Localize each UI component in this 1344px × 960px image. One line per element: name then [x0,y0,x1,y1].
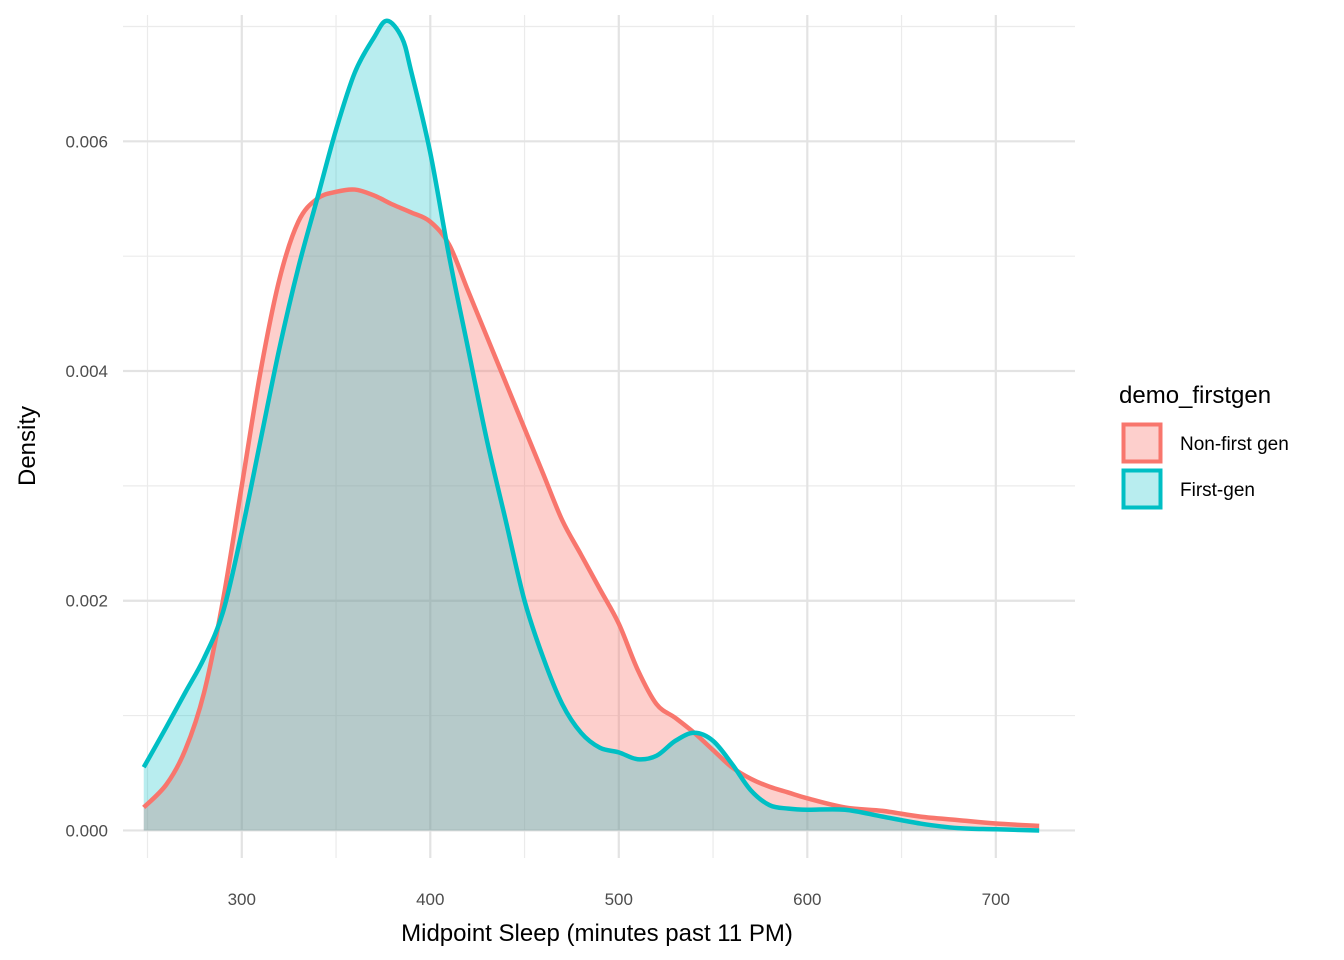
density-line-first-gen [141,18,1040,833]
density-line-non-first-gen [142,187,1040,829]
y-tick-label: 0.000 [65,821,108,840]
x-tick-label: 500 [605,890,633,909]
density-series [141,18,1040,833]
density-area-non-first-gen [143,189,1040,831]
legend-key-first-gen [1121,468,1163,510]
legend-title: demo_firstgen [1119,382,1271,409]
legend-label-non-first-gen: Non-first gen [1180,434,1289,455]
grid-minor-lines [123,15,1075,858]
legend-items: Non-first gen First-gen [1121,422,1289,510]
legend-key-bg [1122,423,1162,463]
y-tick-label: 0.004 [65,362,108,381]
legend-label-first-gen: First-gen [1180,480,1255,501]
y-axis-tick-labels: 0.000 0.002 0.004 0.006 [65,132,108,840]
x-tick-label: 300 [228,890,256,909]
legend-key-bg [1122,469,1162,509]
legend-key-non-first-gen [1121,422,1163,464]
y-axis-title: Density [14,406,41,486]
x-axis-tick-labels: 300 400 500 600 700 [228,890,1010,909]
y-tick-label: 0.002 [65,592,108,611]
x-axis-title: Midpoint Sleep (minutes past 11 PM) [401,920,793,947]
x-tick-label: 400 [416,890,444,909]
x-tick-label: 600 [793,890,821,909]
legend: demo_firstgen Non-first gen First-gen [1119,382,1289,510]
y-tick-label: 0.006 [65,132,108,151]
density-area-first-gen [143,20,1040,831]
x-tick-label: 700 [982,890,1010,909]
